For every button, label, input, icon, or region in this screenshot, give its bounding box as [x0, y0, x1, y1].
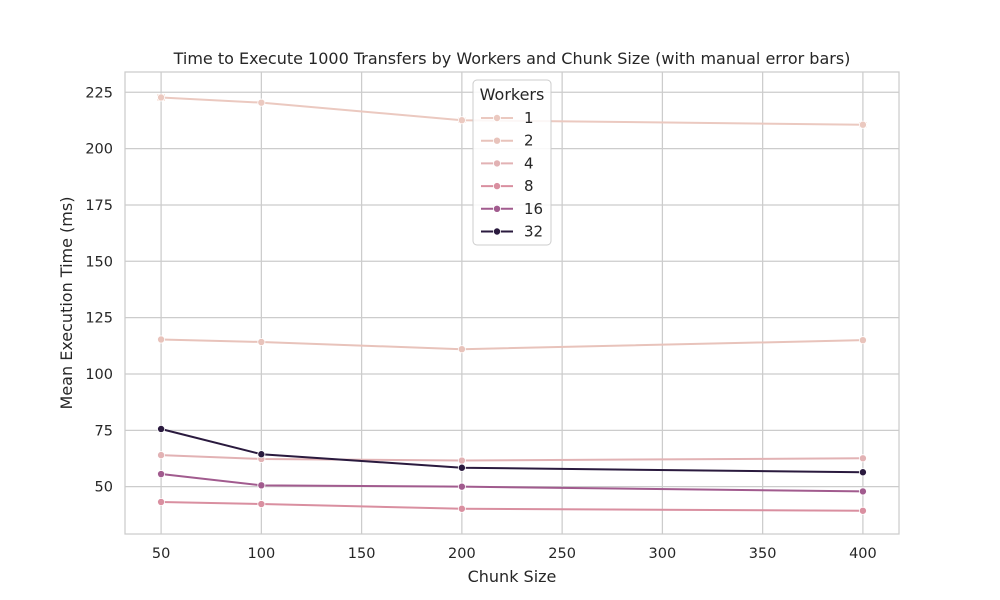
- y-tick-label: 200: [85, 142, 113, 158]
- y-axis-title: Mean Execution Time (ms): [57, 197, 76, 410]
- x-axis-title: Chunk Size: [468, 567, 557, 586]
- data-point: [858, 454, 867, 463]
- y-tick-label: 50: [95, 480, 113, 496]
- legend-label: 4: [524, 154, 534, 172]
- data-point: [157, 93, 166, 102]
- series-16: [157, 470, 867, 496]
- x-tick-label: 150: [348, 546, 376, 562]
- data-point: [858, 120, 867, 129]
- series-line: [161, 500, 863, 512]
- series-8: [157, 497, 867, 515]
- x-tick-label: 100: [248, 546, 276, 562]
- y-tick-label: 100: [85, 367, 113, 383]
- x-tick-labels: 50 100 150 200 250 300 350 400: [152, 546, 877, 562]
- legend-item: 2: [481, 132, 534, 150]
- series-line: [160, 473, 863, 493]
- legend: Workers 1 2 4 8 16 32: [472, 79, 552, 246]
- legend-label: 16: [524, 200, 543, 218]
- data-point: [457, 116, 466, 125]
- series-group: [157, 93, 867, 515]
- data-point: [858, 487, 867, 496]
- legend-item: 16: [481, 200, 543, 218]
- data-point: [257, 500, 266, 509]
- series-2: [157, 335, 867, 354]
- data-point: [257, 98, 266, 107]
- chart-title: Time to Execute 1000 Transfers by Worker…: [173, 49, 851, 68]
- data-point: [157, 424, 166, 433]
- legend-item: 1: [481, 109, 534, 127]
- plot-frame: [124, 71, 900, 535]
- legend-swatch-marker: [492, 114, 501, 123]
- legend-swatch-marker: [492, 204, 501, 213]
- x-tick-label: 200: [448, 546, 476, 562]
- legend-item: 8: [481, 177, 534, 195]
- data-point: [457, 345, 466, 354]
- series-line: [160, 428, 863, 474]
- legend-swatch-marker: [492, 182, 501, 191]
- series-line: [161, 454, 863, 462]
- y-tick-label: 125: [85, 311, 113, 327]
- legend-item: 32: [481, 223, 543, 241]
- data-point: [257, 481, 266, 490]
- data-point: [457, 463, 466, 472]
- y-tick-labels: 50 75 100 125 150 175 200 225: [85, 85, 113, 495]
- legend-title: Workers: [480, 85, 545, 104]
- legend-label: 8: [524, 177, 534, 195]
- data-point: [157, 451, 166, 460]
- legend-swatch-marker: [492, 227, 501, 236]
- series-1: [157, 93, 867, 129]
- data-point: [457, 504, 466, 513]
- data-point: [257, 337, 266, 346]
- legend-item: 4: [481, 154, 534, 172]
- y-tick-label: 150: [85, 254, 113, 270]
- series-4: [157, 451, 867, 465]
- series-line: [161, 338, 863, 351]
- x-tick-label: 300: [649, 546, 677, 562]
- legend-swatch-marker: [492, 136, 501, 145]
- data-point: [457, 456, 466, 465]
- data-point: [257, 450, 266, 459]
- x-tick-label: 350: [749, 546, 777, 562]
- data-point: [157, 335, 166, 344]
- data-point: [157, 470, 166, 479]
- legend-swatch-marker: [492, 159, 501, 168]
- x-tick-label: 50: [152, 546, 170, 562]
- data-point: [858, 506, 867, 515]
- x-tick-label: 250: [548, 546, 576, 562]
- series-line: [161, 96, 863, 126]
- legend-label: 2: [524, 132, 534, 150]
- y-tick-label: 175: [85, 198, 113, 214]
- data-point: [858, 336, 867, 345]
- series-32: [157, 424, 867, 477]
- x-tick-label: 400: [849, 546, 877, 562]
- y-tick-label: 75: [95, 423, 113, 439]
- legend-label: 32: [524, 223, 543, 241]
- data-point: [157, 497, 166, 506]
- y-tick-label: 225: [85, 85, 113, 101]
- legend-label: 1: [524, 109, 534, 127]
- data-point: [457, 482, 466, 491]
- data-point: [858, 468, 867, 477]
